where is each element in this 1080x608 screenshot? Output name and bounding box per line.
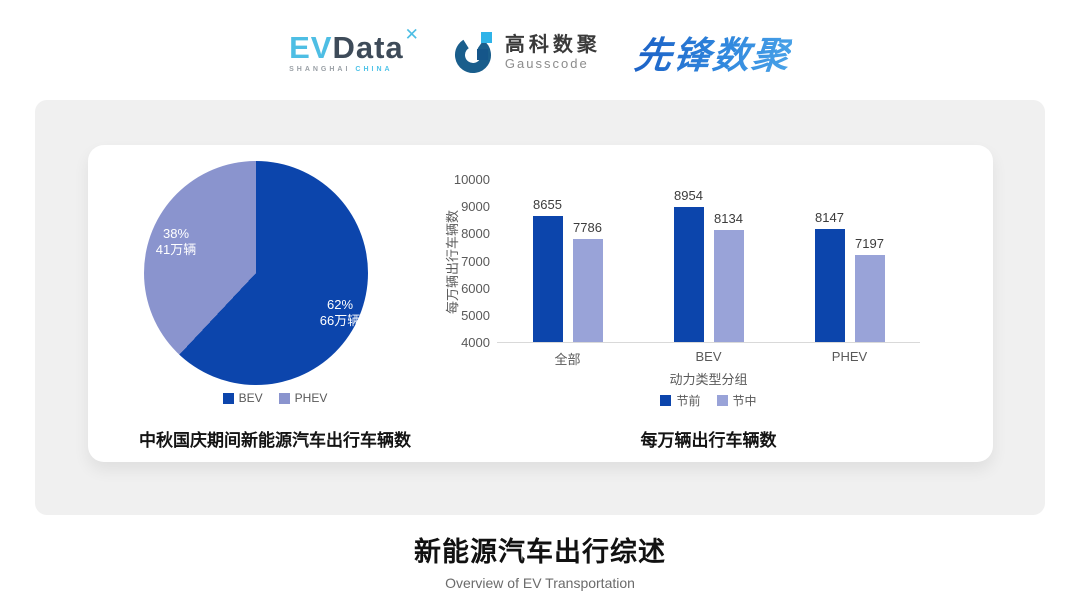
evdata-subtext: SHANGHAI CHINA: [289, 66, 420, 73]
bev-percent: 62%: [326, 297, 354, 312]
legend-swatch-icon: [660, 395, 672, 406]
phev-percent: 38%: [162, 226, 190, 241]
evdata-data-text: Data: [332, 29, 404, 65]
legend-label: PHEV: [294, 391, 328, 405]
bar-value-label: 8147: [815, 210, 844, 226]
x-category-label: BEV: [695, 349, 722, 364]
bar-chart-title: 每万辆出行车辆数: [640, 431, 777, 450]
legend-label: 节前: [676, 394, 701, 408]
evdata-china-text: CHINA: [355, 65, 393, 73]
bar-legend-item: 节前: [660, 392, 701, 409]
evdata-ev-text: EV: [289, 29, 333, 65]
gausscode-en-text: Gausscode: [504, 55, 589, 71]
gausscode-logo: 高科数聚 Gausscode: [454, 30, 601, 74]
bar-节前-BEV: [673, 207, 704, 342]
bar-chart-y-axis-label: 每万辆出行车辆数: [445, 210, 460, 315]
gausscode-g-icon: [454, 32, 492, 73]
y-tick-label: 7000: [461, 253, 490, 269]
legend-label: BEV: [238, 391, 263, 405]
bar-value-label: 8954: [674, 188, 703, 204]
y-tick-label: 10000: [453, 172, 490, 187]
bar-legend-item: 节中: [716, 392, 757, 409]
evdata-wordmark: EVData✕: [289, 26, 420, 65]
page-subtitle: Overview of EV Transportation: [445, 575, 635, 591]
pie-chart: [144, 161, 368, 385]
y-tick-label: 4000: [461, 335, 490, 350]
gausscode-text: 高科数聚 Gausscode: [505, 34, 601, 71]
pie-slice-label-phev: 38% 41万辆: [126, 226, 226, 258]
y-tick-label: 5000: [461, 307, 490, 323]
evdata-logo: EVData✕ SHANGHAI CHINA: [289, 26, 420, 73]
charts-card: 38% 41万辆 62% 66万辆 BEV PHEV 中秋国庆期间新能源汽车出行车…: [88, 145, 993, 462]
x-category-label: 全部: [554, 352, 581, 367]
legend-swatch-icon: [222, 392, 234, 404]
pie-legend-item: PHEV: [278, 391, 328, 405]
pie-legend: BEV PHEV: [88, 391, 462, 405]
evdata-star-icon: ✕: [404, 24, 420, 44]
bar-value-label: 8655: [533, 196, 562, 212]
xianfeng-logo: 先锋数聚: [632, 25, 794, 79]
bar-chart-legend: 节前 节中: [497, 392, 920, 409]
bar-节前-全部: [532, 215, 563, 342]
bar-节前-PHEV: [814, 229, 845, 342]
evdata-shanghai-text: SHANGHAI: [289, 65, 351, 73]
y-tick-label: 6000: [461, 280, 490, 296]
bar-节中-全部: [572, 239, 603, 342]
legend-swatch-icon: [716, 395, 728, 406]
pie-chart-title: 中秋国庆期间新能源汽车出行车辆数: [139, 431, 411, 450]
bar-value-label: 7197: [855, 236, 884, 252]
x-category-label: PHEV: [831, 349, 868, 364]
bev-value: 66万辆: [319, 313, 361, 328]
report-panel: 38% 41万辆 62% 66万辆 BEV PHEV 中秋国庆期间新能源汽车出行车…: [35, 100, 1045, 515]
pie-legend-item: BEV: [222, 391, 263, 405]
bar-节中-PHEV: [854, 255, 885, 342]
footer: 新能源汽车出行综述 Overview of EV Transportation: [0, 530, 1080, 591]
bar-chart-x-axis-label: 动力类型分组: [669, 372, 748, 387]
y-tick-label: 9000: [461, 199, 490, 215]
bar-value-label: 7786: [573, 220, 602, 236]
pie-slice-label-bev: 62% 66万辆: [290, 297, 390, 329]
legend-swatch-icon: [278, 392, 290, 404]
bar-chart-plot: 8655 7786 8954 8134 8147 7197: [497, 180, 920, 343]
phev-value: 41万辆: [155, 242, 197, 257]
bar-节中-BEV: [713, 229, 744, 342]
bar-value-label: 8134: [714, 210, 743, 226]
y-tick-label: 8000: [461, 226, 490, 242]
gausscode-cn-text: 高科数聚: [504, 33, 601, 56]
legend-label: 节中: [732, 394, 757, 408]
header-logos: EVData✕ SHANGHAI CHINA 高科数聚 Gausscode 先锋…: [0, 16, 1080, 88]
page-title: 新能源汽车出行综述: [414, 537, 666, 567]
